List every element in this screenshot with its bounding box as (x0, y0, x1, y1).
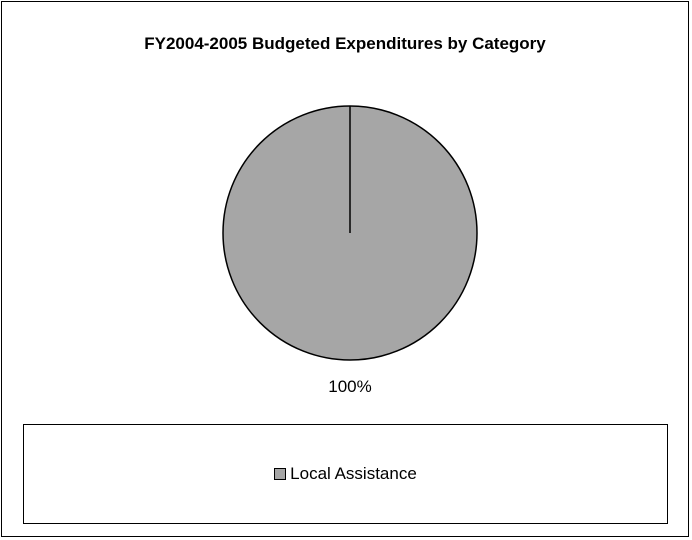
data-label-local-assistance: 100% (328, 377, 371, 396)
legend-entry-local-assistance: Local Assistance (274, 464, 417, 484)
legend: Local Assistance (23, 424, 668, 524)
chart-title: FY2004-2005 Budgeted Expenditures by Cat… (144, 34, 546, 53)
pie-slices: 100% (222, 105, 478, 396)
legend-swatch (274, 468, 287, 480)
legend-label: Local Assistance (290, 464, 417, 483)
